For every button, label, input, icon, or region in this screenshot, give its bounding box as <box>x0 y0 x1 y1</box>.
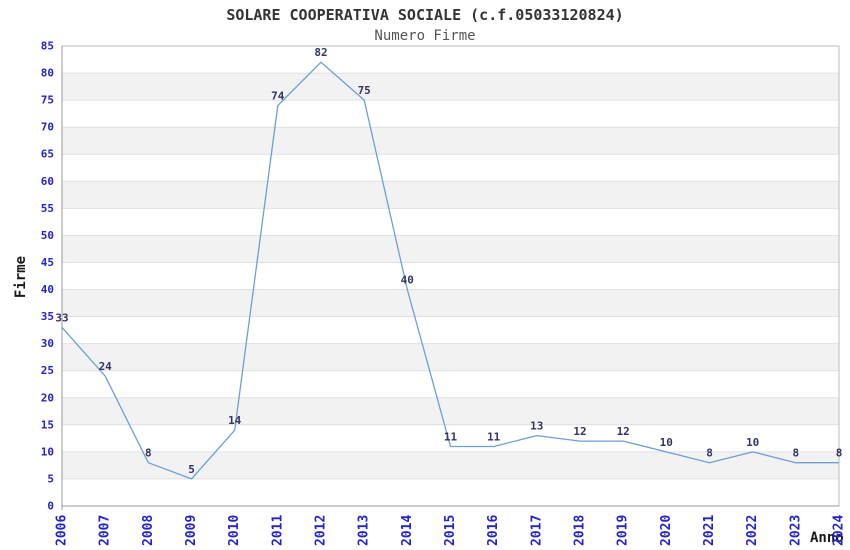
y-tick-label: 40 <box>41 283 54 296</box>
data-point-label: 13 <box>530 420 543 433</box>
data-point-label: 10 <box>660 436 673 449</box>
data-point-label: 11 <box>487 431 501 444</box>
plot-band <box>62 235 839 263</box>
x-tick-label: 2024 <box>832 515 847 546</box>
data-point-label: 8 <box>792 447 799 460</box>
data-point-label: 14 <box>228 414 242 427</box>
x-tick-label: 2009 <box>184 515 199 546</box>
plot-band <box>62 289 839 317</box>
y-tick-label: 0 <box>47 500 54 513</box>
x-tick-label: 2021 <box>702 515 717 546</box>
x-tick-label: 2008 <box>141 515 156 546</box>
x-tick-label: 2015 <box>443 515 458 546</box>
y-tick-label: 75 <box>41 94 54 107</box>
x-tick-label: 2014 <box>400 515 415 546</box>
data-point-label: 40 <box>401 274 414 287</box>
y-tick-label: 25 <box>41 364 54 377</box>
data-point-label: 10 <box>746 436 759 449</box>
x-tick-label: 2023 <box>788 515 803 546</box>
data-point-label: 8 <box>836 447 843 460</box>
data-point-label: 24 <box>99 360 113 373</box>
x-tick-label: 2019 <box>616 515 631 546</box>
data-line <box>61 61 839 480</box>
y-tick-label: 65 <box>41 148 54 161</box>
x-tick-label: 2013 <box>357 515 372 546</box>
x-tick-label: 2016 <box>486 515 501 546</box>
y-tick-label: 80 <box>41 67 54 80</box>
chart-title: SOLARE COOPERATIVA SOCIALE (c.f.05033120… <box>226 6 624 24</box>
data-point-label: 11 <box>444 431 458 444</box>
y-tick-label: 85 <box>41 40 54 53</box>
data-point-label: 5 <box>188 463 195 476</box>
x-tick-label: 2011 <box>270 515 285 546</box>
plot-band <box>62 343 839 371</box>
plot-band <box>62 181 839 209</box>
y-tick-label: 55 <box>41 202 54 215</box>
x-tick-label: 2006 <box>55 515 70 546</box>
y-tick-label: 30 <box>41 337 54 350</box>
x-tick-label: 2010 <box>227 515 242 546</box>
y-tick-label: 5 <box>47 472 54 485</box>
y-tick-label: 20 <box>41 391 54 404</box>
data-point-label: 8 <box>145 447 152 460</box>
x-tick-label: 2017 <box>529 515 544 546</box>
plot-band <box>62 73 839 101</box>
data-point-label: 74 <box>271 90 285 103</box>
y-tick-label: 10 <box>41 445 54 458</box>
data-point-label: 82 <box>314 46 327 59</box>
y-tick-label: 15 <box>41 418 54 431</box>
data-point-label: 8 <box>706 447 713 460</box>
data-point-label: 33 <box>55 311 68 324</box>
plot-band <box>62 127 839 155</box>
x-tick-label: 2018 <box>573 515 588 546</box>
x-axis-title: Anno <box>810 530 844 546</box>
data-point-label: 75 <box>358 84 371 97</box>
plot-band <box>62 451 839 479</box>
data-point-label: 12 <box>573 425 586 438</box>
chart-subtitle: Numero Firme <box>374 28 476 44</box>
x-tick-label: 2007 <box>98 515 113 546</box>
x-tick-label: 2022 <box>745 515 760 546</box>
y-tick-label: 35 <box>41 310 54 323</box>
x-tick-label: 2012 <box>314 515 329 546</box>
y-tick-label: 60 <box>41 175 54 188</box>
data-point-label: 12 <box>617 425 630 438</box>
y-tick-label: 45 <box>41 256 54 269</box>
plot-band <box>62 397 839 425</box>
y-tick-label: 50 <box>41 229 54 242</box>
y-tick-label: 70 <box>41 121 54 134</box>
x-tick-label: 2020 <box>659 515 674 546</box>
